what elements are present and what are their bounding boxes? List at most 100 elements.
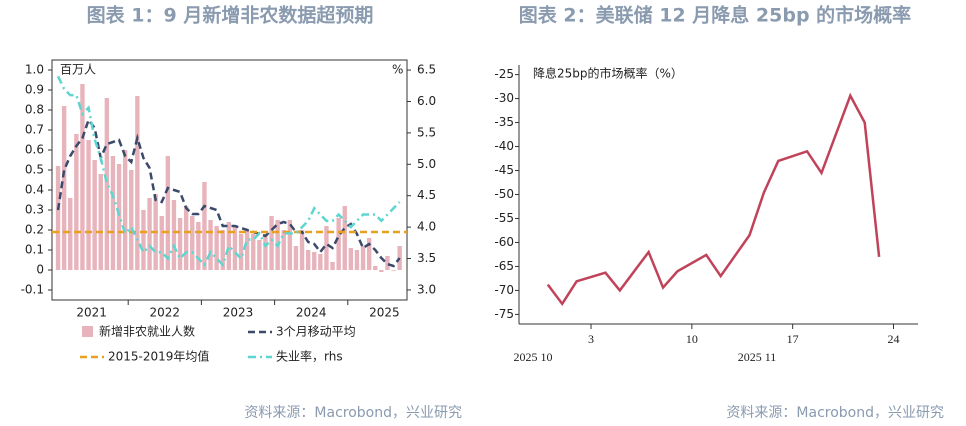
y-tick-label: 1.0: [25, 63, 44, 77]
bar: [318, 254, 323, 270]
x-tick-label: 24: [888, 332, 900, 346]
bar: [208, 220, 213, 270]
y2-tick-label: 6.0: [417, 94, 436, 108]
bar: [196, 222, 201, 270]
line: [546, 92, 881, 307]
bar: [122, 150, 128, 270]
y2-tick-label: 5.0: [417, 157, 436, 171]
y-tick-label: 0.6: [25, 143, 44, 157]
bar: [183, 206, 189, 270]
bar: [360, 246, 366, 270]
unit: %: [392, 63, 403, 77]
bar: [312, 252, 317, 270]
y-tick-label: -25: [494, 67, 514, 81]
y-tick-label: -75: [494, 307, 514, 321]
y2-tick-label: 4.5: [417, 188, 436, 202]
bar: [251, 234, 256, 270]
bar: [110, 156, 116, 270]
bar: [226, 222, 232, 270]
x-tick-label: 3: [588, 332, 594, 346]
bar: [385, 256, 390, 270]
y-tick-label: -60: [494, 235, 514, 249]
y-tick-label: -70: [494, 283, 514, 297]
bar: [287, 220, 293, 270]
bar: [171, 200, 177, 270]
y-tick-label: 0.4: [25, 183, 44, 197]
y-tick-label: 0.8: [25, 103, 44, 117]
y-tick-label: 0.7: [25, 123, 44, 137]
bar: [104, 98, 110, 270]
x-tick-label: 2021: [76, 306, 107, 320]
bar: [299, 230, 305, 270]
bar: [135, 96, 140, 270]
bar: [232, 226, 238, 270]
y-tick-label: 0.1: [25, 243, 44, 257]
y-tick-label: -0.1: [21, 283, 44, 297]
legend-label: 3个月移动平均: [276, 325, 356, 339]
unit: 百万人: [60, 63, 96, 77]
bar: [55, 166, 61, 270]
bar: [159, 216, 164, 270]
bar: [74, 134, 79, 270]
bar: [214, 226, 219, 270]
bar: [68, 198, 73, 270]
bar: [98, 174, 103, 270]
y-tick-label: 0.9: [25, 83, 44, 97]
bar: [238, 234, 244, 270]
bar: [305, 250, 311, 270]
x-tick-label: 10: [686, 332, 698, 346]
bar: [257, 240, 262, 270]
bar: [324, 226, 329, 270]
x-annotation: 2025 10: [514, 350, 553, 364]
bar: [336, 218, 341, 270]
unit: 降息25bp的市场概率（%）: [533, 66, 683, 81]
bar: [141, 210, 146, 270]
bar: [391, 270, 396, 271]
x-tick-label: 17: [787, 332, 799, 346]
y-tick-label: -65: [494, 259, 514, 273]
bar: [379, 270, 384, 272]
bar: [61, 106, 67, 270]
y2-tick-label: 4.0: [417, 220, 436, 234]
bar: [281, 230, 286, 270]
title: 图表 1：9 月新增非农数据超预期: [87, 4, 374, 27]
y-tick-label: 0: [36, 263, 44, 277]
bar: [177, 218, 183, 270]
frame: [51, 59, 408, 301]
bar: [366, 238, 372, 270]
bar: [354, 250, 360, 270]
y-tick-label: -35: [494, 115, 514, 129]
y-tick-label: 0.5: [25, 163, 44, 177]
bar: [373, 266, 378, 270]
x-annotation: 2025 11: [738, 350, 777, 364]
legend-label: 失业率，rhs: [276, 349, 343, 364]
bar: [348, 248, 354, 270]
y2-tick-label: 3.0: [417, 282, 436, 296]
y-tick-label: 0.2: [25, 223, 44, 237]
title: 图表 2：美联储 12 月降息 25bp 的市场概率: [519, 4, 911, 27]
line: [56, 117, 401, 268]
legend-swatch: [82, 326, 93, 337]
bar: [293, 246, 299, 270]
x-tick-label: 2022: [150, 306, 181, 320]
bar: [165, 156, 171, 270]
y2-tick-label: 5.5: [417, 125, 436, 139]
y-tick-label: -40: [494, 139, 514, 153]
bar: [129, 170, 134, 270]
bar: [80, 84, 85, 270]
bar: [92, 160, 97, 270]
bar: [220, 230, 225, 270]
bar: [269, 216, 274, 270]
y-tick-label: -30: [494, 91, 514, 105]
y-tick-label: 0.3: [25, 203, 44, 217]
y-tick-label: -50: [494, 187, 514, 201]
bar: [147, 198, 152, 270]
y-tick-label: -45: [494, 163, 514, 177]
y-tick-label: -55: [494, 211, 514, 225]
legend-label: 新增非农就业人数: [99, 324, 195, 339]
x-tick-label: 2023: [223, 306, 254, 320]
source: 资料来源：Macrobond，兴业研究: [726, 405, 944, 421]
bar: [86, 140, 91, 270]
source: 资料来源：Macrobond，兴业研究: [244, 405, 462, 421]
x-tick-label: 2025: [369, 306, 400, 320]
